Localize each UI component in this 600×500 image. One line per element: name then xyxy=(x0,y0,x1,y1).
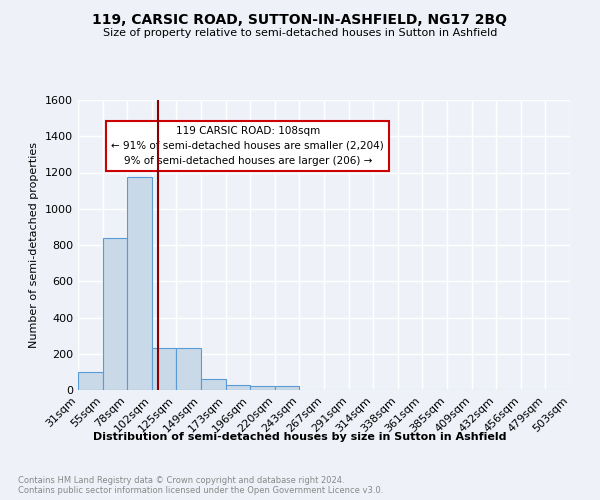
Bar xyxy=(226,386,250,390)
Text: Distribution of semi-detached houses by size in Sutton in Ashfield: Distribution of semi-detached houses by … xyxy=(93,432,507,442)
Y-axis label: Number of semi-detached properties: Number of semi-detached properties xyxy=(29,142,40,348)
Text: 119, CARSIC ROAD, SUTTON-IN-ASHFIELD, NG17 2BQ: 119, CARSIC ROAD, SUTTON-IN-ASHFIELD, NG… xyxy=(92,12,508,26)
Bar xyxy=(78,372,103,390)
Bar xyxy=(201,379,226,390)
Bar xyxy=(176,348,201,390)
Bar xyxy=(103,238,127,390)
Bar xyxy=(152,348,176,390)
Bar xyxy=(127,177,152,390)
Text: Size of property relative to semi-detached houses in Sutton in Ashfield: Size of property relative to semi-detach… xyxy=(103,28,497,38)
Text: 119 CARSIC ROAD: 108sqm
← 91% of semi-detached houses are smaller (2,204)
9% of : 119 CARSIC ROAD: 108sqm ← 91% of semi-de… xyxy=(112,126,384,166)
Bar xyxy=(275,386,299,390)
Text: Contains HM Land Registry data © Crown copyright and database right 2024.
Contai: Contains HM Land Registry data © Crown c… xyxy=(18,476,383,495)
Bar xyxy=(250,386,275,390)
